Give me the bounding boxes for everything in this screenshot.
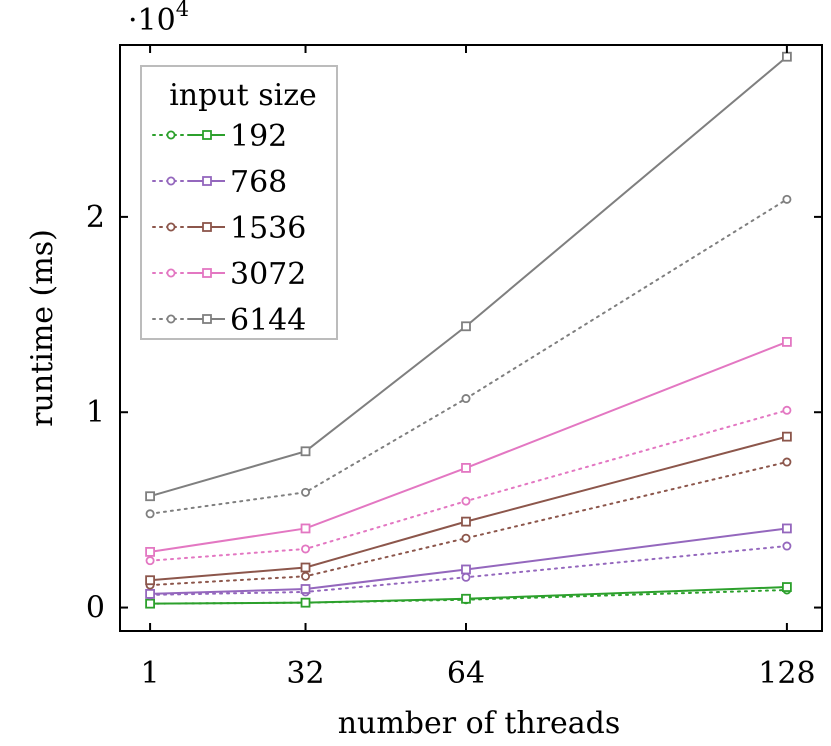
point-solid [782,523,792,534]
series-line-solid [150,586,787,605]
legend-entry: 768 [152,165,287,200]
point-solid [782,582,792,592]
y-axis-label: runtime (ms) [25,229,60,427]
plot-frame [119,44,823,632]
point-dotted [461,572,471,582]
series-1536 [145,431,792,590]
point-dotted [145,509,155,519]
series-6144 [145,51,792,519]
point-solid [300,446,311,457]
x-tick-label: 32 [286,656,324,691]
point-dotted [145,556,155,566]
legend-entries: 192 768 1536 3072 6144 [152,119,306,338]
series-line-solid [149,340,788,553]
y-scale-exponent: 4 [176,0,189,21]
series-line-solid [150,435,788,582]
point-solid [461,462,471,473]
legend-marker-dotted [166,176,176,186]
point-solid [782,431,792,442]
point-solid [782,51,792,62]
legend-marker-solid [202,268,212,278]
point-dotted [782,541,792,551]
legend-entry: 1536 [152,211,306,246]
legend-label: 3072 [230,257,306,292]
series-line-solid [150,527,788,595]
point-solid [300,597,311,608]
series-layer [145,51,792,609]
x-axis-label: number of threads [338,706,621,741]
y-scale-label: ·104 [128,0,189,38]
point-dotted [301,544,311,554]
point-dotted [461,496,471,506]
legend-marker-dotted [166,130,176,140]
y-scale-base: ·10 [128,3,176,38]
legend-label: 768 [230,165,287,200]
legend-label: 1536 [230,211,306,246]
legend-marker-solid [202,222,212,232]
series-line-solid [149,55,788,498]
series-3072 [145,337,792,566]
legend-label: 192 [230,119,287,154]
x-tick-label: 1 [141,656,160,691]
legend-title: input size [169,78,317,113]
legend-marker-dotted [166,314,176,324]
x-axis: 1 32 64 128 [141,45,816,691]
point-solid [461,593,471,604]
point-solid [300,584,311,594]
series-line-dotted [149,409,788,562]
series-line-dotted [149,198,788,515]
series-line-dotted [149,461,788,587]
legend-entry: 6144 [152,303,306,338]
legend-entry: 3072 [152,257,306,292]
point-dotted [782,194,792,204]
series-line-dotted [149,545,788,596]
legend-marker-dotted [166,268,176,278]
point-solid [145,598,155,609]
point-solid [145,546,155,557]
point-dotted [782,457,792,467]
legend-marker-solid [202,130,212,140]
legend-entry: 192 [152,119,287,154]
point-dotted [301,487,311,497]
series-768 [145,523,792,600]
point-solid [461,516,471,527]
legend-marker-solid [202,314,212,324]
x-tick-label: 64 [447,656,485,691]
point-solid [145,588,155,599]
y-tick-label: 0 [86,591,105,626]
point-solid [461,321,471,332]
legend-marker-solid [202,176,212,186]
y-tick-label: 1 [86,395,105,430]
point-solid [300,562,311,573]
point-solid [300,523,311,534]
point-solid [461,564,471,575]
series-192 [145,582,792,609]
x-tick-label: 128 [758,656,815,691]
legend-label: 6144 [230,303,306,338]
y-axis: 0 1 2 [86,200,822,626]
point-solid [145,575,155,586]
legend-marker-dotted [166,222,176,232]
point-dotted [301,571,311,581]
legend: input size 192 768 1536 3072 6144 [140,65,338,340]
point-dotted [782,405,792,415]
point-dotted [461,533,471,543]
y-tick-label: 2 [86,200,105,235]
point-dotted [461,394,471,404]
point-solid [782,337,792,347]
point-solid [145,491,155,502]
legend-box [140,65,338,340]
